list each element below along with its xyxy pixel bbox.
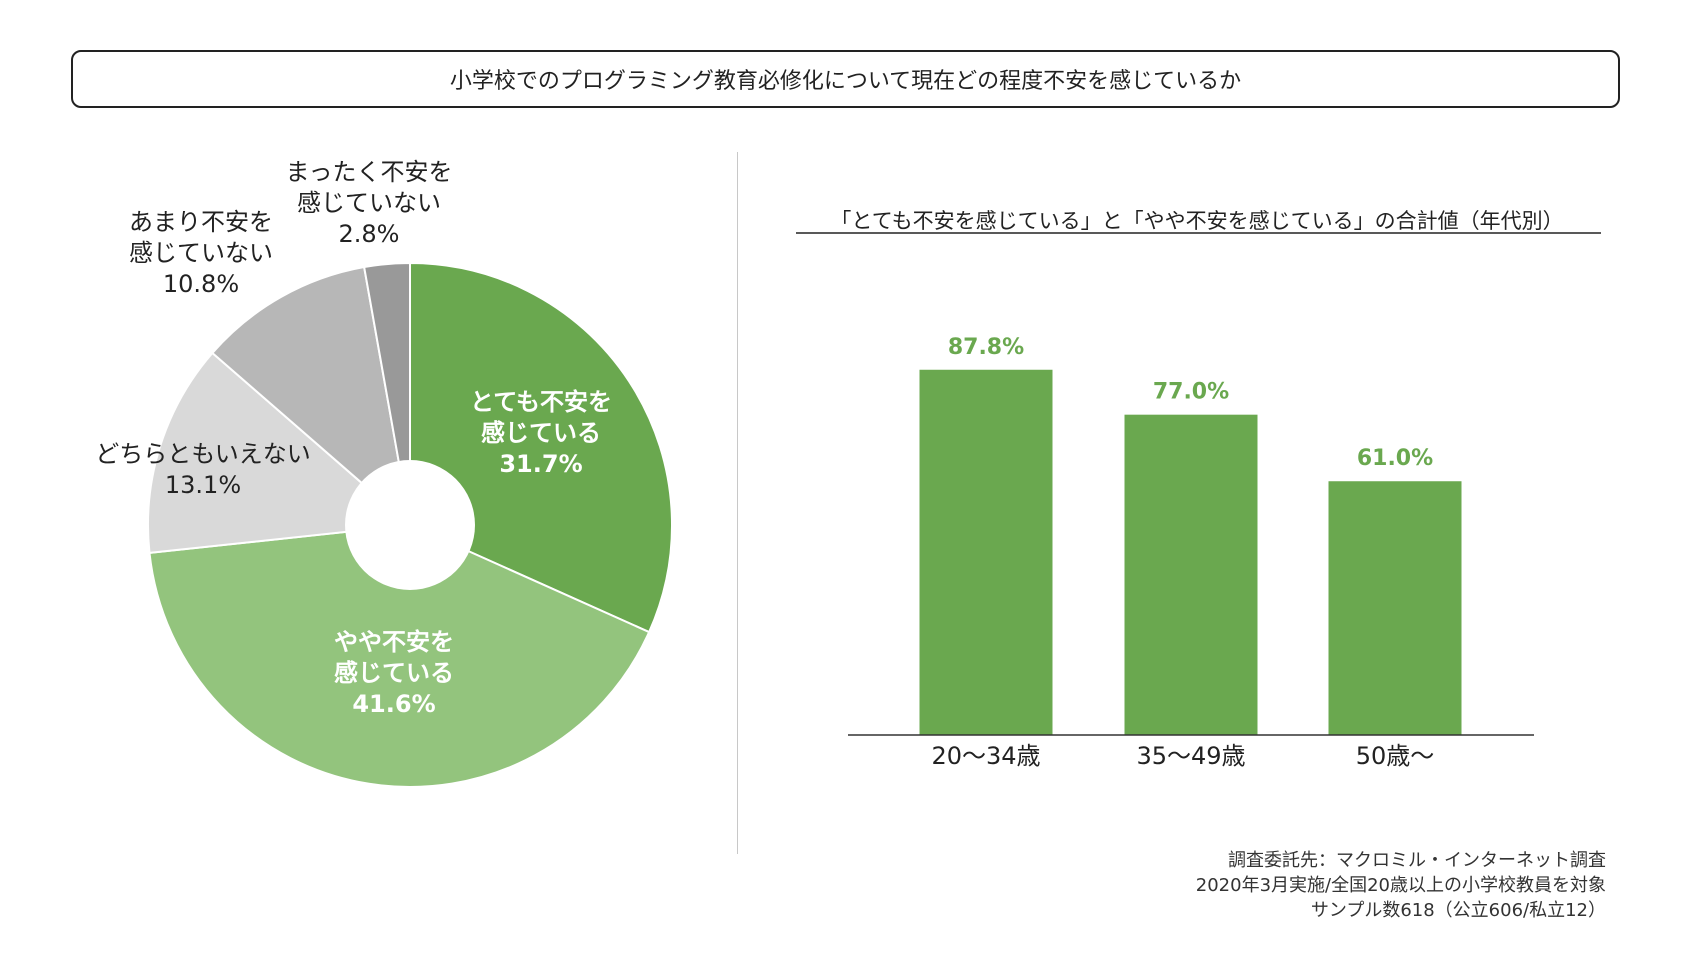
pie-slice bbox=[210, 265, 412, 528]
pie-slice-label: 感じていない bbox=[297, 189, 441, 217]
bar-chart-title: 「とても不安を感じている」と「やや不安を感じている」の合計値（年代別） bbox=[830, 209, 1563, 233]
pie-slice-label: まったく不安を bbox=[285, 158, 452, 186]
pie-slice-value: 41.6% bbox=[352, 690, 435, 718]
bar bbox=[1328, 481, 1462, 735]
donut-hole bbox=[345, 460, 475, 590]
pie-slice bbox=[409, 261, 673, 634]
pie-slice-label: 感じている bbox=[334, 659, 454, 687]
pie-slice-value: 2.8% bbox=[339, 220, 400, 248]
x-tick-label: 20～34歳 bbox=[931, 742, 1040, 770]
pie-slice-label: 感じていない bbox=[129, 239, 273, 267]
x-tick-label: 35～49歳 bbox=[1136, 742, 1245, 770]
vertical-divider bbox=[737, 152, 738, 854]
bar bbox=[1124, 414, 1258, 735]
x-tick-label: 50歳～ bbox=[1356, 742, 1435, 770]
bar-value-label: 61.0% bbox=[1357, 446, 1433, 471]
pie-slice bbox=[148, 523, 651, 788]
bar-value-label: 87.8% bbox=[948, 335, 1024, 360]
source-line: 調査委託先：マクロミル・インターネット調査 bbox=[1228, 850, 1606, 871]
pie-slice-value: 31.7% bbox=[499, 450, 582, 478]
pie-slice-value: 13.1% bbox=[165, 471, 241, 499]
pie-slice-label: あまり不安を bbox=[129, 208, 273, 236]
pie-slice-label: やや不安を bbox=[334, 628, 454, 656]
pie-slice bbox=[146, 351, 413, 555]
pie-slice bbox=[362, 261, 411, 526]
chart-title-box: 小学校でのプログラミング教育必修化について現在どの程度不安を感じているか bbox=[71, 50, 1620, 108]
pie-slice-value: 10.8% bbox=[163, 270, 239, 298]
source-note: 調査委託先：マクロミル・インターネット調査 2020年3月実施/全国20歳以上の… bbox=[1196, 848, 1606, 923]
source-line: 2020年3月実施/全国20歳以上の小学校教員を対象 bbox=[1195, 875, 1606, 896]
pie-slice-label: 感じている bbox=[481, 419, 601, 447]
source-line: サンプル数618（公立606/私立12） bbox=[1310, 900, 1606, 921]
bar-value-label: 77.0% bbox=[1153, 380, 1229, 405]
pie-slice-label: とても不安を bbox=[470, 388, 612, 416]
pie-slice-label: どちらともいえない bbox=[95, 440, 311, 468]
bar bbox=[919, 369, 1053, 735]
page-title: 小学校でのプログラミング教育必修化について現在どの程度不安を感じているか bbox=[449, 69, 1242, 94]
